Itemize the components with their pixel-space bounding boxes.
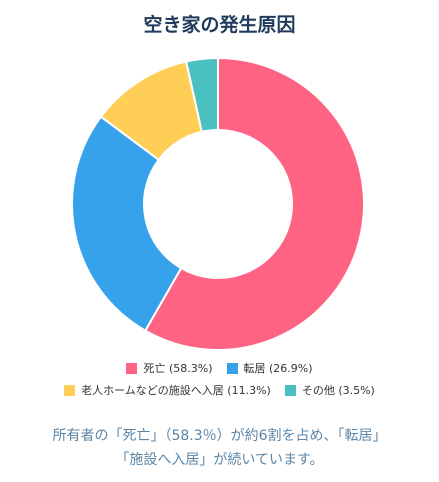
legend-row-1: 死亡 (58.3%) 転居 (26.9%): [0, 360, 439, 376]
chart-title: 空き家の発生原因: [143, 14, 296, 36]
legend-label-relocation: 転居 (26.9%): [243, 362, 313, 375]
legend-label-death: 死亡 (58.3%): [143, 362, 213, 375]
caption: 所有者の「死亡」（58.3％）が約6割を占め、「転居」 「施設へ入居」が続いてい…: [0, 424, 439, 472]
legend-row-2: 老人ホームなどの施設へ入居 (11.3%) その他 (3.5%): [0, 382, 439, 398]
legend-item-relocation[interactable]: 転居 (26.9%): [226, 360, 313, 376]
legend-item-facility[interactable]: 老人ホームなどの施設へ入居 (11.3%): [64, 382, 271, 398]
caption-line-1: 所有者の「死亡」（58.3％）が約6割を占め、「転居」: [52, 428, 387, 444]
legend-swatch-facility: [64, 384, 76, 396]
legend-swatch-other: [284, 384, 296, 396]
legend-swatch-death: [126, 362, 138, 374]
donut-slice-other[interactable]: [184, 56, 219, 133]
donut-slice-death[interactable]: [143, 56, 365, 350]
legend-label-other: その他 (3.5%): [301, 384, 375, 397]
legend-item-other[interactable]: その他 (3.5%): [284, 382, 375, 398]
legend-label-facility: 老人ホームなどの施設へ入居 (11.3%): [81, 384, 271, 397]
legend-swatch-relocation: [226, 362, 238, 374]
legend-item-death[interactable]: 死亡 (58.3%): [126, 360, 213, 376]
donut-slice-relocation[interactable]: [71, 115, 183, 332]
caption-line-2: 「施設へ入居」が続いています。: [115, 452, 324, 468]
donut-chart: [71, 56, 365, 350]
